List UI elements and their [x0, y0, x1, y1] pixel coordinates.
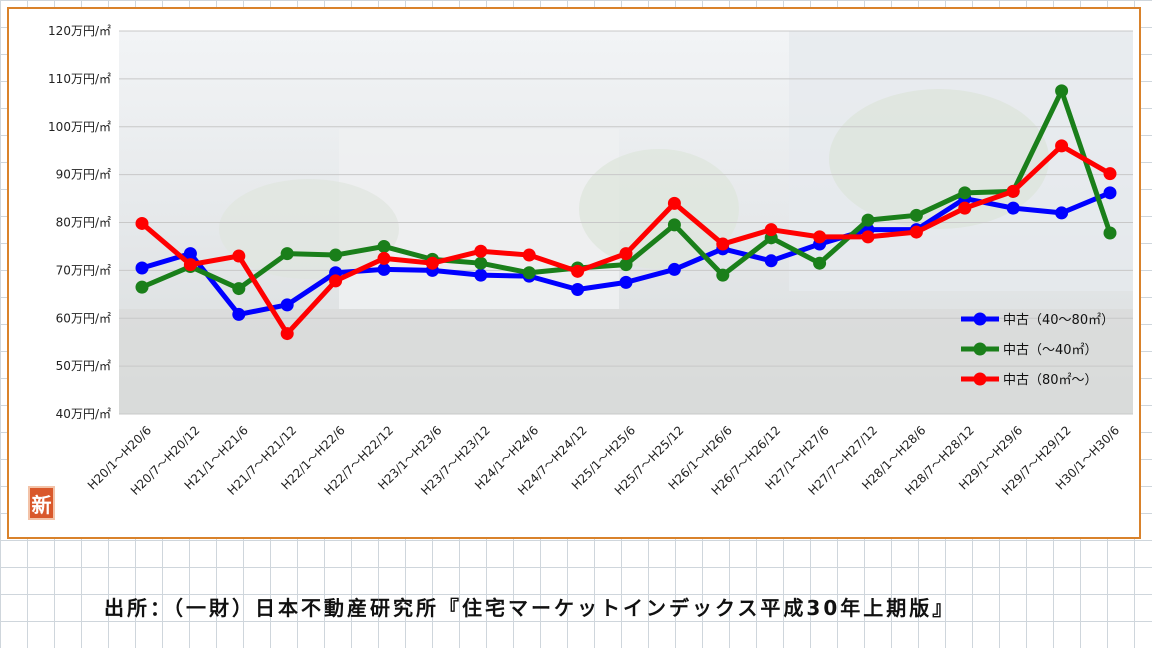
data-point [329, 274, 343, 288]
data-point [280, 327, 294, 341]
data-point [183, 258, 197, 272]
data-point [135, 261, 149, 275]
data-point [1103, 186, 1117, 200]
legend-marker [973, 342, 987, 356]
data-point [764, 254, 778, 268]
data-point [716, 268, 730, 282]
data-point [813, 256, 827, 270]
data-point [329, 248, 343, 262]
data-point [909, 225, 923, 239]
line-chart: 120万円/㎡ 110万円/㎡ 100万円/㎡ 90万円/㎡ 80万円/㎡ 70万円/㎡ 6… [48, 24, 1133, 498]
data-point [377, 251, 391, 265]
data-point [280, 298, 294, 312]
data-point [474, 256, 488, 270]
y-tick-label: 120万円/㎡ [48, 24, 111, 38]
legend-marker [973, 312, 987, 326]
data-point [522, 248, 536, 262]
x-axis-ticks: H20/1～H20/6H20/7～H20/12H21/1～H21/6H21/7～… [85, 423, 1122, 498]
data-point [474, 268, 488, 282]
y-tick-label: 110万円/㎡ [48, 72, 111, 86]
data-point [1006, 184, 1020, 198]
y-tick-label: 80万円/㎡ [56, 216, 111, 230]
y-tick-label: 100万円/㎡ [48, 120, 111, 134]
chart-frame: 120万円/㎡ 110万円/㎡ 100万円/㎡ 90万円/㎡ 80万円/㎡ 70万円/㎡ 6… [7, 7, 1141, 539]
data-point [135, 216, 149, 230]
y-tick-label: 50万円/㎡ [56, 359, 111, 373]
y-tick-label: 40万円/㎡ [56, 407, 111, 421]
data-point [280, 247, 294, 261]
data-point [425, 256, 439, 270]
data-point [1103, 226, 1117, 240]
data-point [474, 244, 488, 258]
y-axis-ticks: 120万円/㎡ 110万円/㎡ 100万円/㎡ 90万円/㎡ 80万円/㎡ 70万円/㎡ 6… [48, 24, 111, 421]
data-point [232, 307, 246, 321]
data-point [1103, 167, 1117, 181]
legend-label: 中古（40～80㎡） [1003, 313, 1114, 328]
logo-badge: 新 [28, 486, 55, 520]
data-point [619, 247, 633, 261]
gridlines [119, 30, 1133, 415]
data-point [1055, 206, 1069, 220]
data-point [861, 230, 875, 244]
data-point [958, 201, 972, 215]
y-tick-label: 60万円/㎡ [56, 311, 111, 325]
legend-label: 中古（～40㎡） [1003, 343, 1098, 358]
data-point [619, 258, 633, 272]
data-point [522, 266, 536, 280]
legend-label: 中古（80㎡～） [1003, 373, 1098, 388]
data-point [958, 186, 972, 200]
data-point [232, 282, 246, 296]
data-point [183, 247, 197, 261]
data-point [813, 230, 827, 244]
y-tick-label: 70万円/㎡ [56, 263, 111, 277]
data-point [909, 208, 923, 222]
data-point [1055, 84, 1069, 98]
y-tick-label: 90万円/㎡ [56, 168, 111, 182]
data-point [667, 196, 681, 210]
data-point [571, 283, 585, 297]
series-lines [135, 84, 1117, 341]
data-point [1006, 201, 1020, 215]
legend: 中古（40～80㎡） 中古（～40㎡） 中古（80㎡～） [961, 312, 1114, 388]
data-point [571, 264, 585, 278]
legend-marker [973, 372, 987, 386]
data-point [667, 218, 681, 232]
data-point [667, 262, 681, 276]
data-point [861, 213, 875, 227]
data-point [232, 249, 246, 263]
data-point [135, 280, 149, 294]
source-note: 出所：（一財）日本不動産研究所『住宅マーケットインデックス平成30年上期版』 [104, 596, 956, 620]
data-point [377, 239, 391, 253]
data-point [1055, 139, 1069, 153]
data-point [619, 275, 633, 289]
data-point [377, 262, 391, 276]
data-point [764, 223, 778, 237]
data-point [716, 237, 730, 251]
